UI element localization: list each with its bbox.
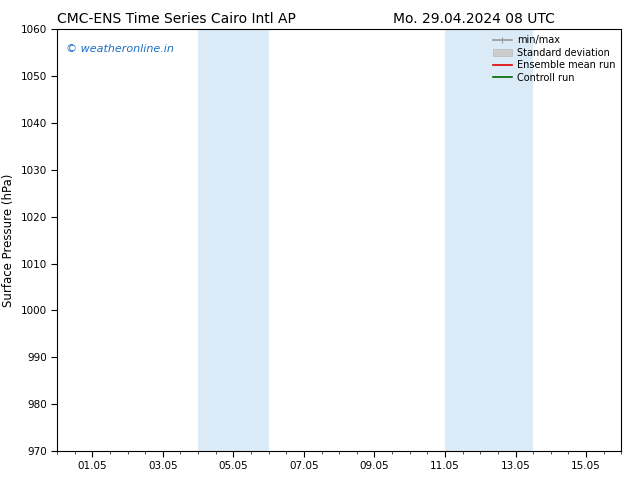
Legend: min/max, Standard deviation, Ensemble mean run, Controll run: min/max, Standard deviation, Ensemble me…: [489, 32, 618, 85]
Bar: [445, 29, 533, 451]
Text: CMC-ENS Time Series Cairo Intl AP: CMC-ENS Time Series Cairo Intl AP: [57, 12, 296, 26]
Y-axis label: Surface Pressure (hPa): Surface Pressure (hPa): [2, 173, 15, 307]
Bar: [198, 29, 269, 451]
Text: Mo. 29.04.2024 08 UTC: Mo. 29.04.2024 08 UTC: [393, 12, 555, 26]
Text: © weatheronline.in: © weatheronline.in: [65, 44, 173, 54]
